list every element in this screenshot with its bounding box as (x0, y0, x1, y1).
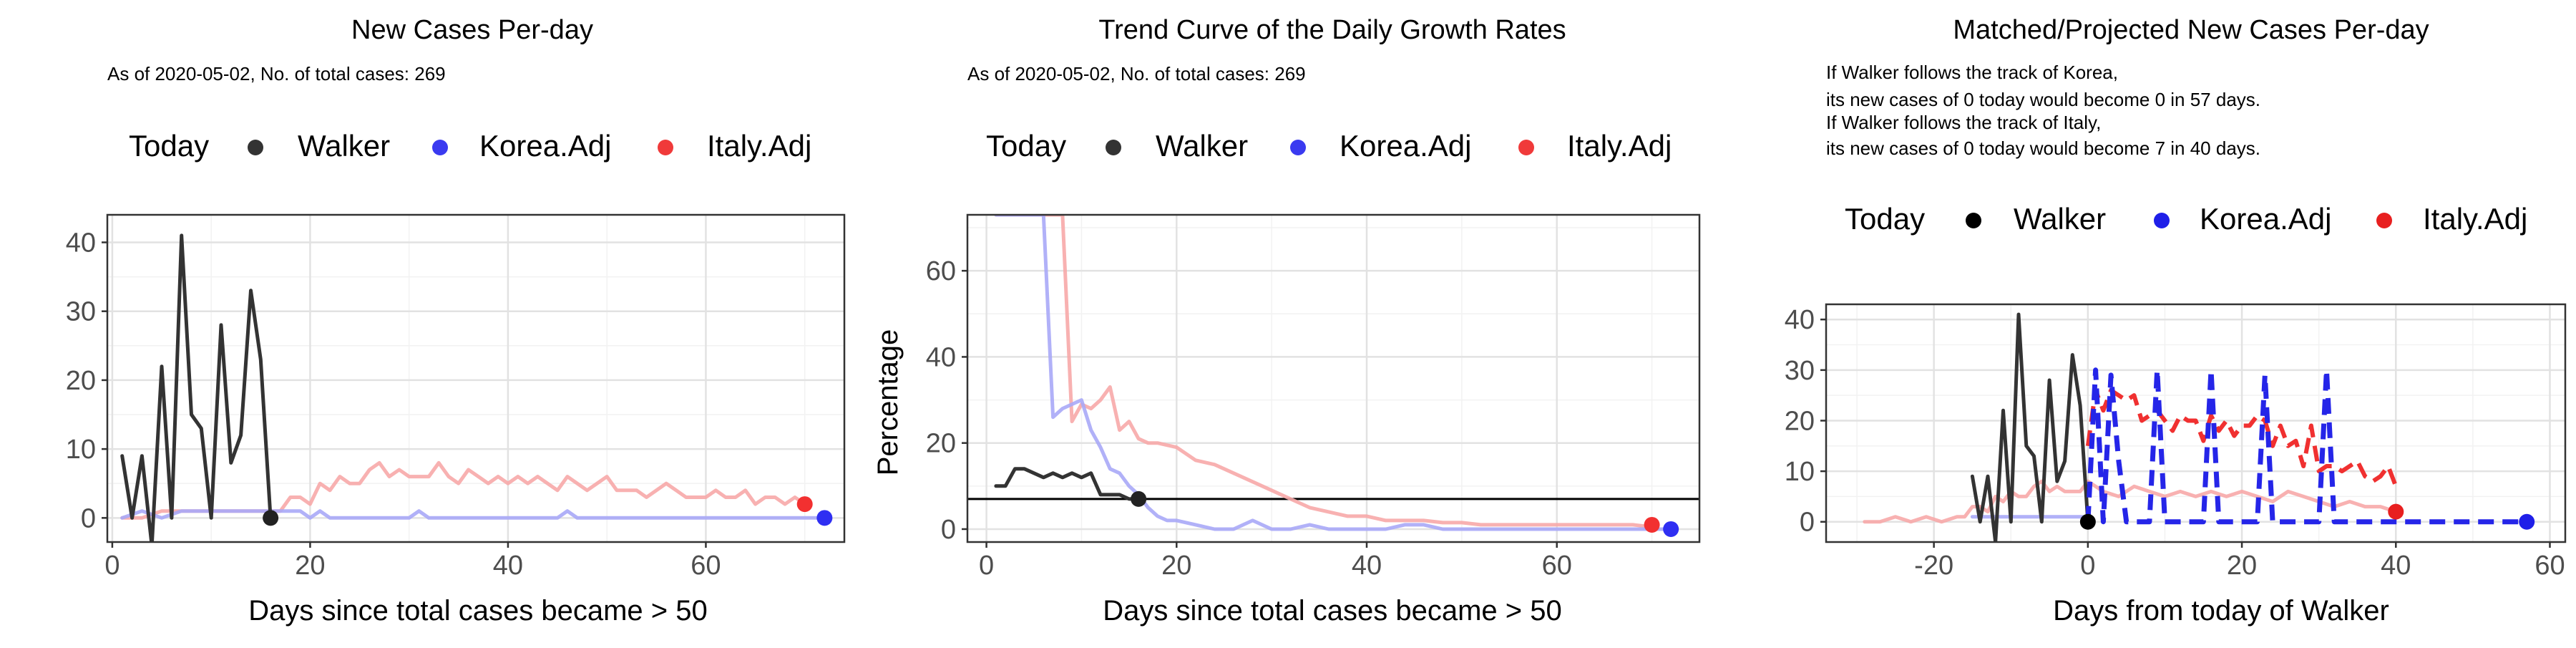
y-axis-label: Percentage (872, 329, 904, 476)
legend-title: Today (1845, 202, 1925, 236)
legend-title: Today (986, 129, 1066, 163)
series-line-korea-adj-projected (2085, 367, 2527, 525)
series-line-italy-adj (994, 215, 1654, 529)
x-tick-label: 60 (691, 551, 721, 581)
series-line-italy-adj-past (1863, 479, 2398, 524)
legend-key-korea (1290, 140, 1306, 155)
panel-new-cases: New Cases Per-day As of 2020-05-02, No. … (66, 15, 846, 627)
legend: Today Walker Korea.Adj Italy.Adj (129, 129, 811, 163)
x-tick-label: 20 (1161, 551, 1191, 581)
panel-border (106, 213, 846, 543)
series-line-italy-adj (120, 460, 807, 520)
panel-growth-rates: Trend Curve of the Daily Growth Rates As… (872, 15, 1701, 627)
today-point-walker (1131, 490, 1147, 507)
plot-area: -20 0 20 40 60 0 10 20 30 40 (1785, 303, 2567, 581)
panel-border (1825, 303, 2567, 543)
legend-label-italy: Italy.Adj (1567, 129, 1672, 163)
annotation-line: its new cases of 0 today would become 7 … (1826, 137, 2260, 159)
panel-title: Trend Curve of the Daily Growth Rates (1098, 15, 1566, 45)
legend-key-italy (2376, 213, 2392, 228)
series-group (120, 233, 826, 542)
plot-area: 0 20 40 60 0 20 40 60 (926, 213, 1701, 581)
legend-label-walker: Walker (298, 129, 390, 163)
x-tick-label: 40 (493, 551, 523, 581)
y-tick-label: 0 (1800, 508, 1815, 538)
x-tick-label: -20 (1914, 551, 1953, 581)
today-point-korea-adj (1663, 521, 1679, 537)
today-point-italy-adj (796, 496, 813, 513)
series-group (1863, 312, 2527, 542)
x-axis-label: Days from today of Walker (2053, 595, 2389, 627)
series-line-walker (120, 233, 273, 542)
legend-label-korea: Korea.Adj (479, 129, 611, 163)
y-tick-label: 30 (1785, 356, 1815, 386)
x-tick-label: 20 (295, 551, 325, 581)
panel-subtitle: As of 2020-05-02, No. of total cases: 26… (967, 63, 1306, 84)
legend: Today Walker Korea.Adj Italy.Adj (1845, 202, 2527, 236)
x-tick-label: 60 (2534, 551, 2565, 581)
x-axis-label: Days since total cases became > 50 (1103, 595, 1561, 627)
x-tick-label: 0 (2080, 551, 2095, 581)
series-group (994, 215, 1673, 531)
legend-key-walker (248, 140, 263, 155)
series-line-korea-adj (120, 509, 826, 520)
today-point-italy-adj (1644, 516, 1660, 533)
panel-border (966, 213, 1701, 543)
legend-key-korea (432, 140, 448, 155)
y-tick-label: 30 (66, 297, 96, 327)
x-tick-label: 20 (2227, 551, 2257, 581)
x-tick-label: 60 (1542, 551, 1572, 581)
legend-label-walker: Walker (1156, 129, 1248, 163)
today-point-italy-adj (2388, 503, 2404, 520)
legend-label-korea: Korea.Adj (1340, 129, 1471, 163)
y-tick-label: 40 (926, 342, 956, 372)
panel-title: Matched/Projected New Cases Per-day (1953, 15, 2429, 45)
y-tick-label: 10 (66, 435, 96, 465)
legend-key-walker (1106, 140, 1121, 155)
series-line-korea-adj (994, 215, 1673, 531)
legend-key-korea (2154, 213, 2170, 228)
series-line-italy-adj-projected (2085, 388, 2399, 488)
annotation-line: If Walker follows the track of Italy, (1826, 112, 2101, 133)
panel-projected: Matched/Projected New Cases Per-day If W… (1785, 15, 2567, 627)
x-tick-label: 40 (2381, 551, 2411, 581)
x-axis-label: Days since total cases became > 50 (248, 595, 707, 627)
panel-title: New Cases Per-day (351, 15, 593, 45)
today-point-walker (2079, 513, 2096, 530)
y-tick-label: 20 (1785, 406, 1815, 436)
y-tick-label: 0 (81, 503, 96, 533)
plot-area: 0 20 40 60 0 10 20 30 40 (66, 213, 846, 581)
y-tick-label: 20 (926, 429, 956, 459)
legend-key-italy (1518, 140, 1534, 155)
panel-annotation: If Walker follows the track of Korea, it… (1826, 62, 2260, 159)
legend-label-walker: Walker (2014, 202, 2106, 236)
y-tick-label: 60 (926, 256, 956, 286)
today-point-walker (263, 510, 279, 526)
y-tick-label: 0 (941, 515, 956, 545)
legend-title: Today (129, 129, 209, 163)
y-tick-label: 20 (66, 366, 96, 396)
x-tick-label: 0 (979, 551, 994, 581)
annotation-line: If Walker follows the track of Korea, (1826, 62, 2118, 83)
series-line-walker (994, 467, 1141, 501)
legend-key-walker (1966, 213, 1981, 228)
today-point-korea-adj (816, 510, 833, 526)
today-point-korea-adj (2519, 513, 2535, 530)
legend: Today Walker Korea.Adj Italy.Adj (986, 129, 1672, 163)
series-line-walker (1970, 312, 2090, 542)
annotation-line: its new cases of 0 today would become 0 … (1826, 89, 2260, 110)
y-tick-label: 40 (66, 228, 96, 258)
x-tick-label: 40 (1352, 551, 1382, 581)
legend-key-italy (658, 140, 673, 155)
y-tick-label: 40 (1785, 305, 1815, 335)
y-tick-label: 10 (1785, 457, 1815, 487)
legend-label-korea: Korea.Adj (2200, 202, 2331, 236)
legend-label-italy: Italy.Adj (2423, 202, 2527, 236)
x-tick-label: 0 (104, 551, 119, 581)
legend-label-italy: Italy.Adj (707, 129, 811, 163)
panel-subtitle: As of 2020-05-02, No. of total cases: 26… (107, 63, 446, 84)
